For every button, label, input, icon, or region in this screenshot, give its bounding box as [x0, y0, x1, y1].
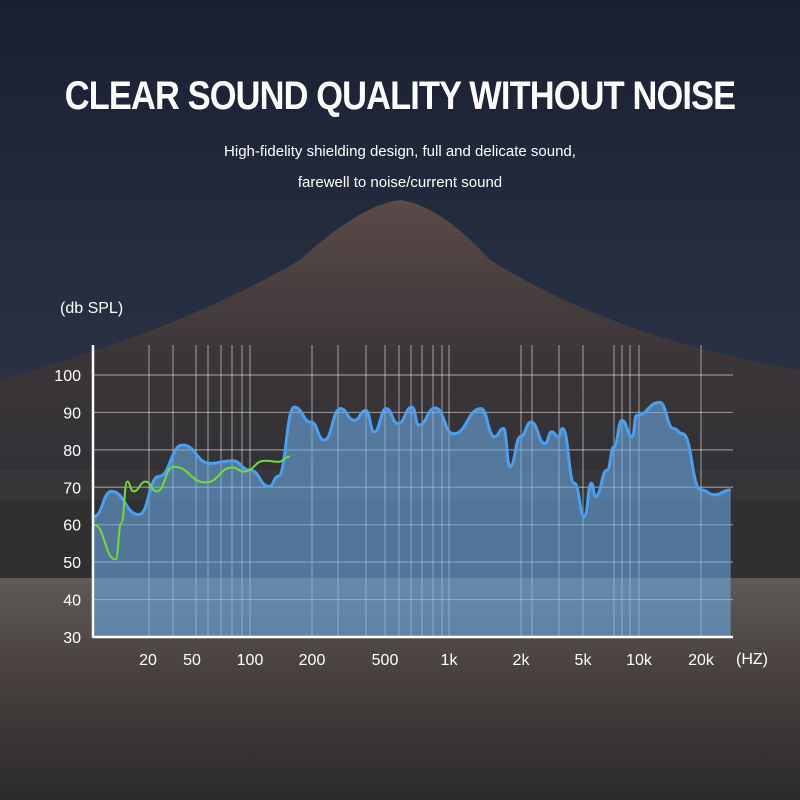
y-axis-label: (db SPL) — [60, 300, 123, 317]
y-tick-label: 100 — [54, 368, 81, 385]
x-tick-label: 50 — [183, 652, 201, 669]
x-tick-label: 20 — [139, 652, 157, 669]
response-curve-green — [93, 455, 290, 561]
x-tick-label: 200 — [299, 652, 326, 669]
response-area — [94, 402, 731, 637]
x-tick-label: 100 — [237, 652, 264, 669]
x-tick-label: 500 — [372, 652, 399, 669]
x-tick-label: 2k — [513, 652, 531, 669]
y-tick-label: 30 — [63, 630, 81, 647]
page-title: CLEAR SOUND QUALITY WITHOUT NOISE — [64, 74, 736, 118]
y-tick-label: 80 — [63, 443, 81, 460]
subtitle-line-2: farewell to noise/current sound — [297, 174, 503, 191]
x-tick-label: 10k — [626, 652, 653, 669]
subtitle-line-1: High-fidelity shielding design, full and… — [224, 143, 576, 160]
x-axis-label: (HZ) — [736, 651, 768, 668]
y-tick-label: 40 — [63, 593, 81, 610]
x-tick-label: 1k — [441, 652, 459, 669]
y-tick-label: 70 — [63, 480, 81, 497]
x-tick-label: 5k — [575, 652, 593, 669]
y-tick-label: 50 — [63, 555, 81, 572]
y-tick-label: 90 — [63, 405, 81, 422]
response-curve-blue — [93, 400, 731, 518]
y-tick-label: 60 — [63, 518, 81, 535]
x-tick-label: 20k — [688, 652, 715, 669]
